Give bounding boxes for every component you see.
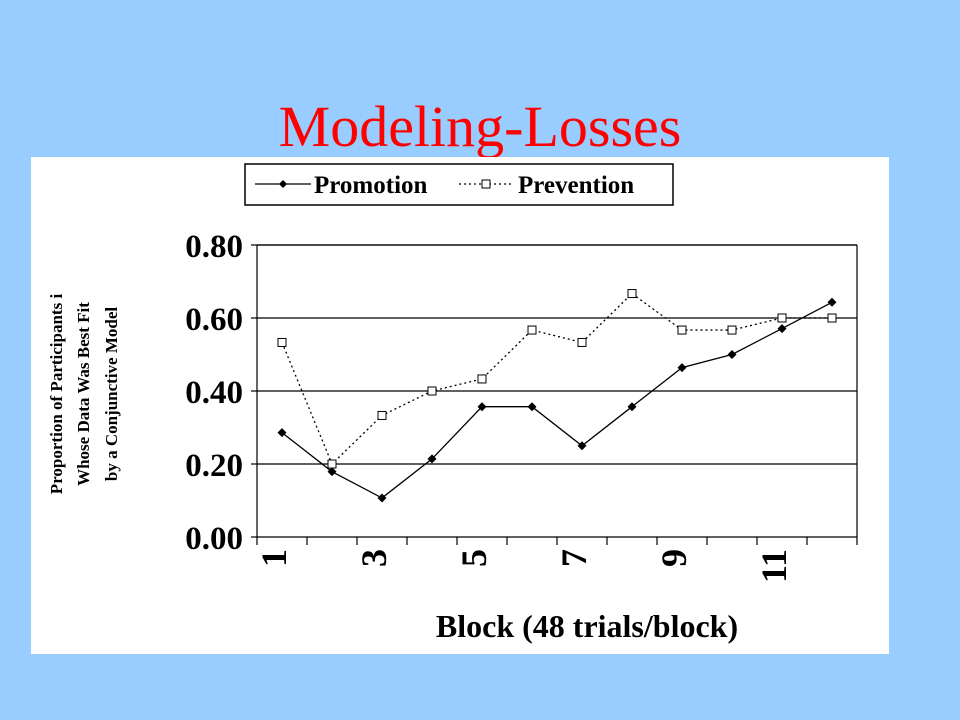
point-promotion-7 (577, 441, 587, 451)
point-prevention-1 (277, 337, 287, 347)
y-tick-label-4: 0.80 (185, 229, 243, 265)
point-promotion-11 (777, 324, 787, 334)
point-promotion-12 (827, 297, 837, 307)
series-line-prevention (281, 292, 832, 466)
axes (251, 244, 858, 545)
y-tick-label-0: 0.00 (185, 521, 243, 557)
point-prevention-12 (827, 313, 837, 323)
point-prevention-2 (327, 459, 337, 469)
point-promotion-9 (677, 363, 687, 373)
y-axis-title-line-2: Whose Data Was Best Fit (74, 302, 93, 486)
gridlines (257, 244, 857, 465)
point-promotion-6 (527, 402, 537, 412)
legend-prevention-label: Prevention (518, 172, 634, 199)
x-tick-label-2: 3 (354, 549, 394, 567)
x-axis-title: Block (48 trials/block) (436, 608, 738, 644)
series-line-promotion (281, 301, 833, 499)
y-axis-title: Proportion of Participants i Whose Data … (47, 294, 121, 495)
point-promotion-2 (327, 467, 337, 477)
series-lines (281, 292, 833, 499)
point-promotion-3 (377, 493, 387, 503)
legend-promotion-marker (279, 180, 287, 188)
y-axis-title-line-1: Proportion of Participants i (47, 294, 66, 495)
point-prevention-11 (777, 313, 787, 323)
point-prevention-6 (527, 325, 537, 335)
point-prevention-7 (577, 337, 587, 347)
data-points (277, 289, 837, 503)
x-tick-label-10: 11 (754, 549, 794, 583)
y-tick-label-2: 0.40 (185, 375, 243, 411)
point-prevention-4 (427, 386, 437, 396)
x-tick-label-6: 7 (554, 549, 594, 567)
y-tick-label-1: 0.20 (185, 448, 243, 484)
x-tick-label-0: 1 (254, 549, 294, 567)
legend: Promotion Prevention (244, 163, 674, 206)
x-tick-label-4: 5 (454, 549, 494, 567)
point-prevention-5 (477, 374, 487, 384)
y-tick-label-3: 0.60 (185, 302, 243, 338)
tick-labels: 0.00 0.20 0.40 0.60 0.80 1 3 5 7 9 11 (185, 229, 794, 583)
point-prevention-10 (727, 325, 737, 335)
legend-promotion-label: Promotion (314, 172, 428, 199)
point-prevention-9 (677, 325, 687, 335)
point-prevention-3 (377, 410, 387, 420)
point-promotion-8 (627, 402, 637, 412)
legend-prevention-marker (481, 179, 491, 189)
point-promotion-5 (477, 402, 487, 412)
y-axis-title-line-3: by a Conjunctive Model (102, 307, 121, 482)
x-tick-label-8: 9 (654, 549, 694, 567)
point-promotion-1 (277, 428, 287, 438)
slide-title: Modeling-Losses (278, 94, 682, 159)
line-chart: 0.00 0.20 0.40 0.60 0.80 1 3 5 7 9 11 Promotion Pr… (47, 163, 858, 644)
point-promotion-10 (727, 350, 737, 359)
point-promotion-4 (427, 454, 437, 464)
point-prevention-8 (627, 289, 637, 299)
chart-panel: 0.00 0.20 0.40 0.60 0.80 1 3 5 7 9 11 Promotion Pr… (31, 157, 889, 654)
